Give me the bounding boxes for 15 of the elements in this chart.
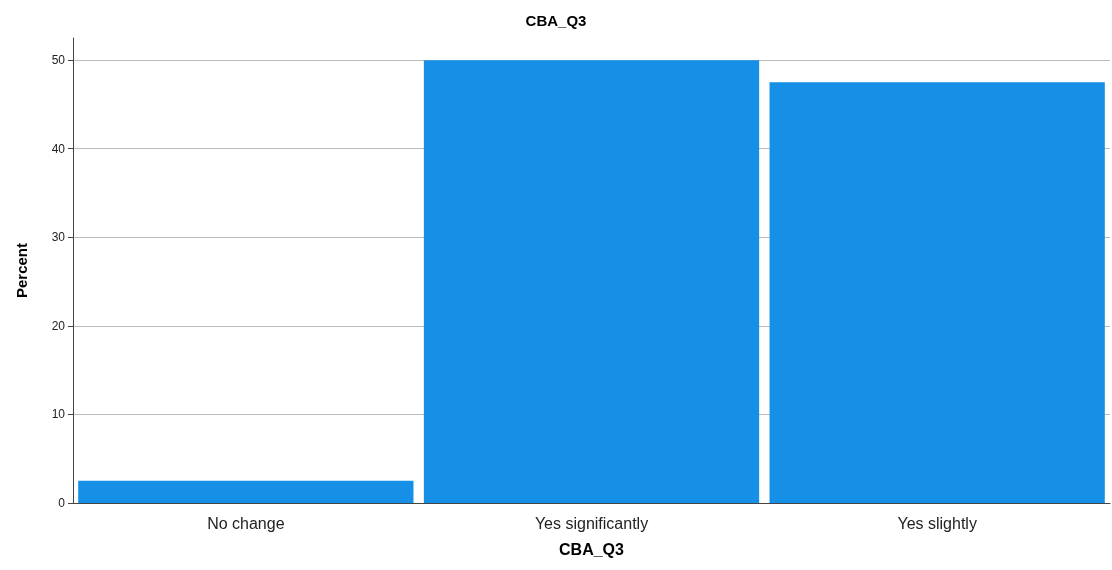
x-tick-label: Yes slightly <box>897 514 977 532</box>
y-tick-label: 50 <box>51 53 66 68</box>
y-axis-title: Percent <box>13 242 30 299</box>
y-tick-label: 0 <box>58 496 66 510</box>
x-tick-label: No change <box>207 514 285 532</box>
chart-title: CBA_Q3 <box>525 12 587 29</box>
y-tick-label: 10 <box>51 407 66 422</box>
bar <box>78 480 414 503</box>
x-axis-title: CBA_Q3 <box>559 540 625 558</box>
x-tick-label: Yes significantly <box>534 514 649 532</box>
bar <box>423 60 760 503</box>
y-tick-label: 20 <box>51 318 66 333</box>
bar <box>769 82 1105 503</box>
y-tick-label: 40 <box>51 141 66 156</box>
y-tick-label: 30 <box>51 230 66 245</box>
